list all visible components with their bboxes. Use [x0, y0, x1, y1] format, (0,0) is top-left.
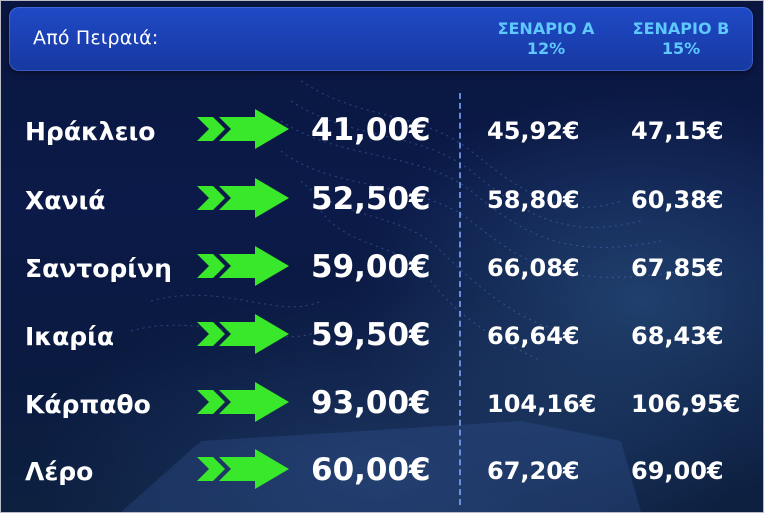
city-name: Ηράκλειο — [25, 117, 156, 146]
double-arrow-icon — [197, 109, 289, 149]
scenario-a-price: 67,20€ — [487, 457, 580, 485]
scenario-b-price: 68,43€ — [631, 322, 724, 350]
scenario-b-price: 106,95€ — [631, 390, 741, 418]
scenario-b-percent: 15% — [661, 39, 701, 58]
scenario-b-price: 69,00€ — [631, 457, 724, 485]
current-price: 41,00€ — [311, 112, 431, 148]
scenario-a-price: 66,64€ — [487, 322, 580, 350]
scenario-b-label: ΣΕΝΑΡΙΟ Β — [632, 19, 730, 38]
city-name: Σαντορίνη — [25, 254, 172, 283]
double-arrow-icon — [197, 314, 289, 354]
current-price: 60,00€ — [311, 452, 431, 488]
scenario-a-heading: ΣΕΝΑΡΙΟ Α 12% — [486, 19, 606, 59]
fare-row-karpathos: Κάρπαθο 93,00€ 104,16€ 106,95€ — [1, 382, 763, 432]
scenario-a-label: ΣΕΝΑΡΙΟ Α — [497, 19, 595, 38]
double-arrow-icon — [197, 178, 289, 218]
scenario-a-price: 58,80€ — [487, 186, 580, 214]
column-divider — [459, 93, 461, 505]
header-bar: Από Πειραιά: ΣΕΝΑΡΙΟ Α 12% ΣΕΝΑΡΙΟ Β 15% — [9, 7, 753, 71]
fare-row-santorini: Σαντορίνη 59,00€ 66,08€ 67,85€ — [1, 246, 763, 296]
current-price: 52,50€ — [311, 181, 431, 217]
city-name: Λέρο — [25, 457, 94, 486]
scenario-a-price: 66,08€ — [487, 254, 580, 282]
city-name: Κάρπαθο — [25, 390, 151, 419]
scenario-a-price: 104,16€ — [487, 390, 597, 418]
scenario-b-price: 60,38€ — [631, 186, 724, 214]
scenario-b-price: 47,15€ — [631, 117, 724, 145]
fare-row-chania: Χανιά 52,50€ 58,80€ 60,38€ — [1, 178, 763, 228]
scenario-b-heading: ΣΕΝΑΡΙΟ Β 15% — [621, 19, 741, 59]
city-name: Ικαρία — [25, 322, 115, 351]
scenario-a-percent: 12% — [526, 39, 566, 58]
double-arrow-icon — [197, 449, 289, 489]
city-name: Χανιά — [25, 186, 106, 215]
double-arrow-icon — [197, 246, 289, 286]
current-price: 59,50€ — [311, 317, 431, 353]
scenario-a-price: 45,92€ — [487, 117, 580, 145]
current-price: 93,00€ — [311, 385, 431, 421]
scenario-b-price: 67,85€ — [631, 254, 724, 282]
header-title: Από Πειραιά: — [33, 27, 159, 49]
double-arrow-icon — [197, 382, 289, 422]
current-price: 59,00€ — [311, 249, 431, 285]
fare-row-leros: Λέρο 60,00€ 67,20€ 69,00€ — [1, 449, 763, 499]
fare-row-ikaria: Ικαρία 59,50€ 66,64€ 68,43€ — [1, 314, 763, 364]
fare-row-heraklion: Ηράκλειο 41,00€ 45,92€ 47,15€ — [1, 109, 763, 159]
